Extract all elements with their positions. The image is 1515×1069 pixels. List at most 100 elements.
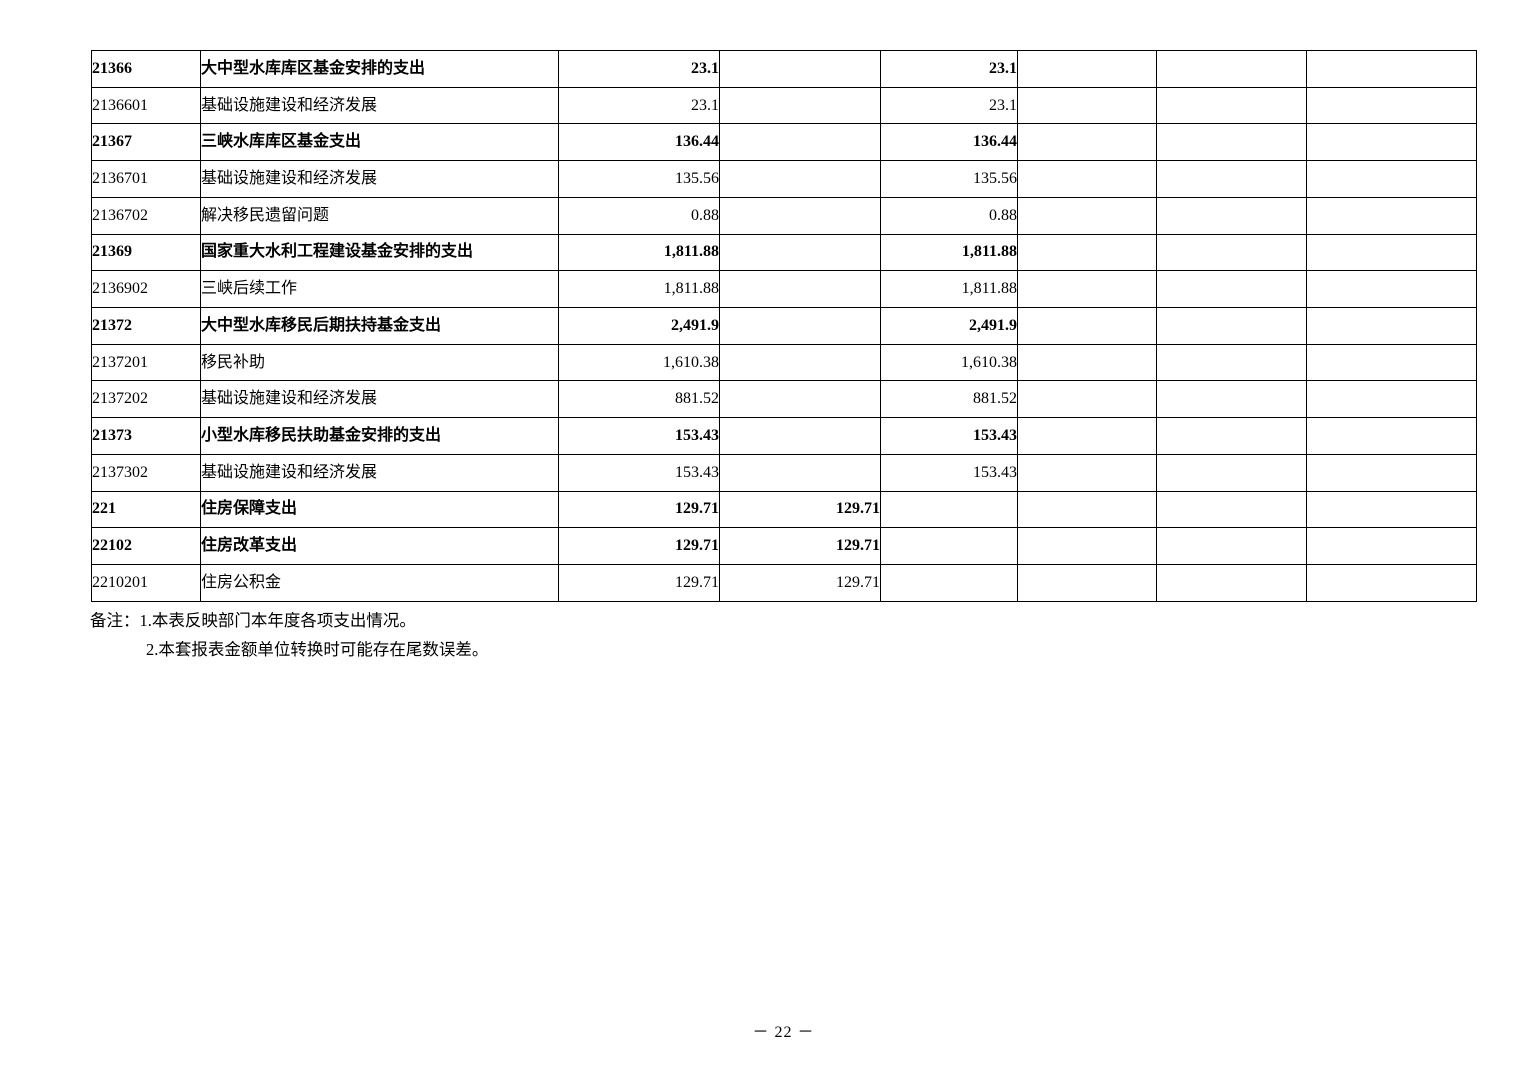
page-number: － 22 － <box>752 1024 815 1041</box>
empty-cell <box>1017 527 1157 566</box>
name-cell: 基础设施建设和经济发展 <box>200 86 559 125</box>
amount-cell-1: 23.1 <box>558 86 720 125</box>
amount-cell-3: 1,811.88 <box>880 233 1018 272</box>
amount-cell-1: 1,811.88 <box>558 270 720 309</box>
empty-cell <box>1156 343 1307 382</box>
amount-cell-3: 2,491.9 <box>880 307 1018 345</box>
empty-cell <box>1306 380 1477 419</box>
empty-cell <box>1306 527 1477 566</box>
table-row: 2210201 住房公积金 129.71 129.71 <box>91 564 1477 602</box>
expenditure-table-body: 21366 大中型水库库区基金安排的支出 23.1 23.1 2136601 基础设施建设… <box>91 50 1477 602</box>
amount-cell-3: 881.52 <box>880 380 1018 419</box>
table-row: 2136902 三峡后续工作 1,811.88 1,811.88 <box>91 270 1477 309</box>
code-cell: 21366 <box>91 50 201 88</box>
note-line-1: 备注：1.本表反映部门本年度各项支出情况。 <box>90 606 488 635</box>
empty-cell <box>1156 270 1307 309</box>
amount-cell-3: 0.88 <box>880 196 1018 235</box>
name-cell: 移民补助 <box>200 343 559 382</box>
amount-cell-1: 135.56 <box>558 160 720 198</box>
amount-cell-1: 0.88 <box>558 196 720 235</box>
code-cell: 21367 <box>91 123 201 162</box>
empty-cell <box>1156 453 1307 492</box>
empty-cell <box>1017 564 1157 602</box>
empty-cell <box>1306 343 1477 382</box>
table-row: 21373 小型水库移民扶助基金安排的支出 153.43 153.43 <box>91 417 1477 455</box>
code-cell: 2210201 <box>91 564 201 602</box>
empty-cell <box>1306 564 1477 602</box>
table-row: 21369 国家重大水利工程建设基金安排的支出 1,811.88 1,811.88 <box>91 233 1477 272</box>
amount-cell-2 <box>719 196 881 235</box>
code-cell: 21369 <box>91 233 201 272</box>
amount-cell-2: 129.71 <box>719 564 881 602</box>
empty-cell <box>1306 196 1477 235</box>
table-row: 2136601 基础设施建设和经济发展 23.1 23.1 <box>91 86 1477 125</box>
empty-cell <box>1017 50 1157 88</box>
table-row: 2137201 移民补助 1,610.38 1,610.38 <box>91 343 1477 382</box>
empty-cell <box>1306 86 1477 125</box>
empty-cell <box>1156 86 1307 125</box>
code-cell: 21372 <box>91 307 201 345</box>
amount-cell-1: 129.71 <box>558 527 720 566</box>
code-cell: 22102 <box>91 527 201 566</box>
table-row: 2136701 基础设施建设和经济发展 135.56 135.56 <box>91 160 1477 198</box>
amount-cell-3: 1,811.88 <box>880 270 1018 309</box>
empty-cell <box>1306 417 1477 455</box>
amount-cell-2 <box>719 233 881 272</box>
name-cell: 大中型水库库区基金安排的支出 <box>200 50 559 88</box>
amount-cell-3: 136.44 <box>880 123 1018 162</box>
table-row: 2136702 解决移民遗留问题 0.88 0.88 <box>91 196 1477 235</box>
amount-cell-1: 1,811.88 <box>558 233 720 272</box>
notes-block: 备注：1.本表反映部门本年度各项支出情况。 2.本套报表金额单位转换时可能存在尾… <box>90 606 488 664</box>
code-cell: 2137201 <box>91 343 201 382</box>
amount-cell-2 <box>719 307 881 345</box>
amount-cell-2 <box>719 160 881 198</box>
name-cell: 住房保障支出 <box>200 490 559 529</box>
empty-cell <box>1156 417 1307 455</box>
amount-cell-3 <box>880 564 1018 602</box>
name-cell: 小型水库移民扶助基金安排的支出 <box>200 417 559 455</box>
amount-cell-2 <box>719 270 881 309</box>
empty-cell <box>1156 564 1307 602</box>
empty-cell <box>1017 270 1157 309</box>
table-row: 21372 大中型水库移民后期扶持基金支出 2,491.9 2,491.9 <box>91 307 1477 345</box>
name-cell: 解决移民遗留问题 <box>200 196 559 235</box>
name-cell: 住房公积金 <box>200 564 559 602</box>
code-cell: 21373 <box>91 417 201 455</box>
empty-cell <box>1017 343 1157 382</box>
amount-cell-1: 23.1 <box>558 50 720 88</box>
empty-cell <box>1306 233 1477 272</box>
amount-cell-2: 129.71 <box>719 490 881 529</box>
code-cell: 221 <box>91 490 201 529</box>
table-row: 21366 大中型水库库区基金安排的支出 23.1 23.1 <box>91 50 1477 88</box>
notes-label: 备注： <box>90 611 140 630</box>
empty-cell <box>1156 380 1307 419</box>
note-text-1: 1.本表反映部门本年度各项支出情况。 <box>139 611 416 630</box>
empty-cell <box>1306 123 1477 162</box>
empty-cell <box>1017 417 1157 455</box>
empty-cell <box>1156 196 1307 235</box>
empty-cell <box>1017 233 1157 272</box>
code-cell: 2137202 <box>91 380 201 419</box>
name-cell: 三峡水库库区基金支出 <box>200 123 559 162</box>
empty-cell <box>1306 307 1477 345</box>
amount-cell-2 <box>719 453 881 492</box>
empty-cell <box>1306 490 1477 529</box>
amount-cell-2 <box>719 417 881 455</box>
empty-cell <box>1156 307 1307 345</box>
amount-cell-3: 135.56 <box>880 160 1018 198</box>
name-cell: 基础设施建设和经济发展 <box>200 453 559 492</box>
table-row: 2137202 基础设施建设和经济发展 881.52 881.52 <box>91 380 1477 419</box>
empty-cell <box>1017 380 1157 419</box>
empty-cell <box>1156 123 1307 162</box>
amount-cell-1: 1,610.38 <box>558 343 720 382</box>
empty-cell <box>1017 123 1157 162</box>
empty-cell <box>1306 270 1477 309</box>
amount-cell-1: 129.71 <box>558 564 720 602</box>
empty-cell <box>1017 453 1157 492</box>
amount-cell-3 <box>880 490 1018 529</box>
amount-cell-1: 136.44 <box>558 123 720 162</box>
amount-cell-1: 2,491.9 <box>558 307 720 345</box>
empty-cell <box>1156 527 1307 566</box>
table-row: 21367 三峡水库库区基金支出 136.44 136.44 <box>91 123 1477 162</box>
